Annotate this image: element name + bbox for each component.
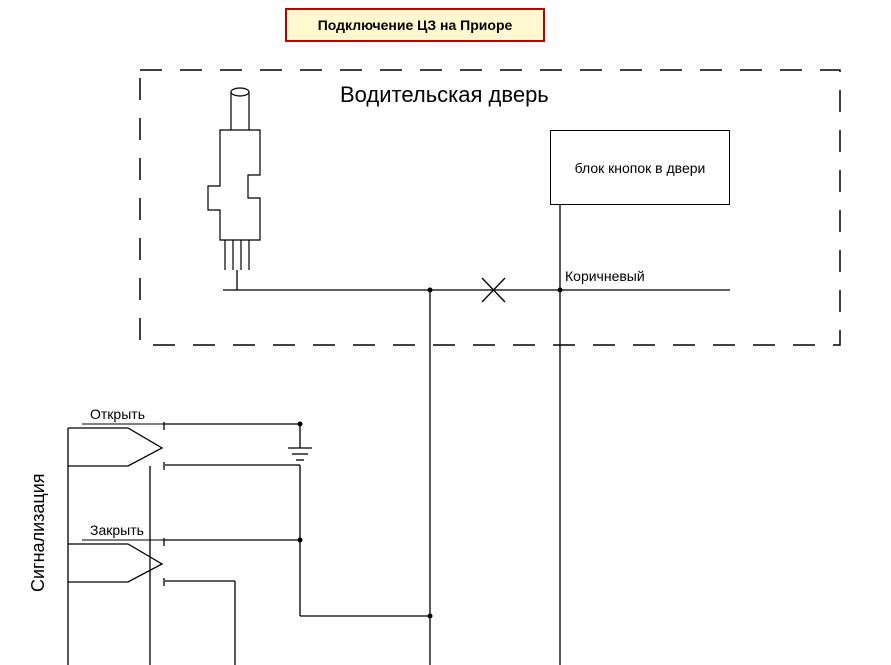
title-text: Подключение ЦЗ на Приоре: [318, 17, 513, 33]
close-label: Закрыть: [90, 522, 144, 538]
section-title: Водительская дверь: [340, 82, 549, 108]
open-relay: [68, 422, 303, 617]
close-relay: [68, 538, 303, 587]
cut-mark-icon: [482, 278, 505, 302]
signal-label: Сигнализация: [28, 473, 49, 592]
ground-icon: [288, 425, 312, 460]
actuator-icon: [208, 88, 260, 270]
wire-color-label: Коричневый: [565, 268, 645, 284]
button-block-box: блок кнопок в двери: [550, 130, 730, 205]
title-box: Подключение ЦЗ на Приоре: [285, 8, 545, 42]
button-block-label: блок кнопок в двери: [575, 160, 706, 176]
open-label: Открыть: [90, 406, 145, 422]
